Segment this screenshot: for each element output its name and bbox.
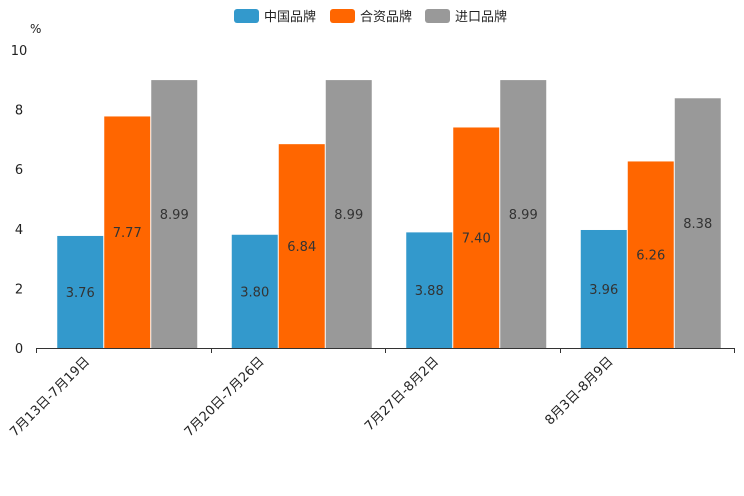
y-tick-label-6: 6 — [15, 163, 23, 178]
bar-value-label-2-1: 7.77 — [113, 226, 142, 241]
bar-2-2 — [278, 144, 325, 348]
y-axis: 0 2 4 6 8 10 — [11, 44, 28, 357]
bar-value-label-2-4: 6.26 — [636, 249, 665, 264]
y-tick-label-10: 10 — [11, 44, 28, 59]
bar-value-label-1-2: 3.80 — [240, 285, 269, 300]
bar-1-4 — [580, 229, 627, 348]
bar-value-label-3-4: 8.38 — [683, 217, 712, 232]
bar-value-label-1-1: 3.76 — [66, 286, 95, 301]
chart-legend: 中国品牌 合资品牌 进口品牌 — [234, 9, 507, 25]
bar-value-label-3-3: 8.99 — [509, 208, 538, 223]
legend-label-2: 合资品牌 — [360, 9, 412, 25]
bar-3-4 — [674, 98, 721, 348]
bar-1-1 — [57, 235, 104, 348]
bar-2-3 — [453, 127, 500, 348]
x-tick-label-1: 7月13日-7月19日 — [7, 354, 93, 440]
y-tick-label-0: 0 — [15, 342, 23, 357]
y-tick-label-8: 8 — [15, 104, 23, 119]
bar-value-label-2-3: 7.40 — [462, 232, 491, 247]
bar-value-label-3-2: 8.99 — [334, 208, 363, 223]
x-tick-label-3: 7月27日-8月2日 — [362, 354, 442, 434]
bar-1-3 — [406, 232, 453, 348]
bars: 3.76 7.77 8.99 3.80 6.84 8.99 3.88 7.40 8.99 3.96… — [57, 80, 721, 349]
legend-swatch-3 — [425, 9, 450, 23]
bar-3-3 — [500, 80, 547, 349]
bar-value-label-2-2: 6.84 — [287, 240, 316, 255]
bar-2-1 — [104, 116, 151, 348]
bar-2-4 — [627, 161, 674, 348]
bar-value-label-1-4: 3.96 — [589, 283, 618, 298]
y-tick-label-4: 4 — [15, 223, 23, 238]
bar-value-label-3-1: 8.99 — [160, 208, 189, 223]
x-tick-label-4: 8月3日-8月9日 — [542, 354, 616, 428]
bar-3-2 — [325, 80, 372, 349]
y-axis-unit: % — [30, 22, 41, 36]
y-tick-label-2: 2 — [15, 282, 23, 297]
legend-swatch-2 — [330, 9, 355, 23]
bar-3-1 — [151, 80, 198, 349]
x-tick-label-2: 7月20日-7月26日 — [182, 354, 268, 440]
legend-label-3: 进口品牌 — [455, 9, 507, 25]
bar-1-2 — [231, 234, 278, 348]
legend-label-1: 中国品牌 — [264, 9, 316, 25]
legend-swatch-1 — [234, 9, 259, 23]
bar-value-label-1-3: 3.88 — [415, 284, 444, 299]
x-axis: 7月13日-7月19日 7月20日-7月26日 7月27日-8月2日 8月3日-8月9… — [7, 348, 735, 440]
